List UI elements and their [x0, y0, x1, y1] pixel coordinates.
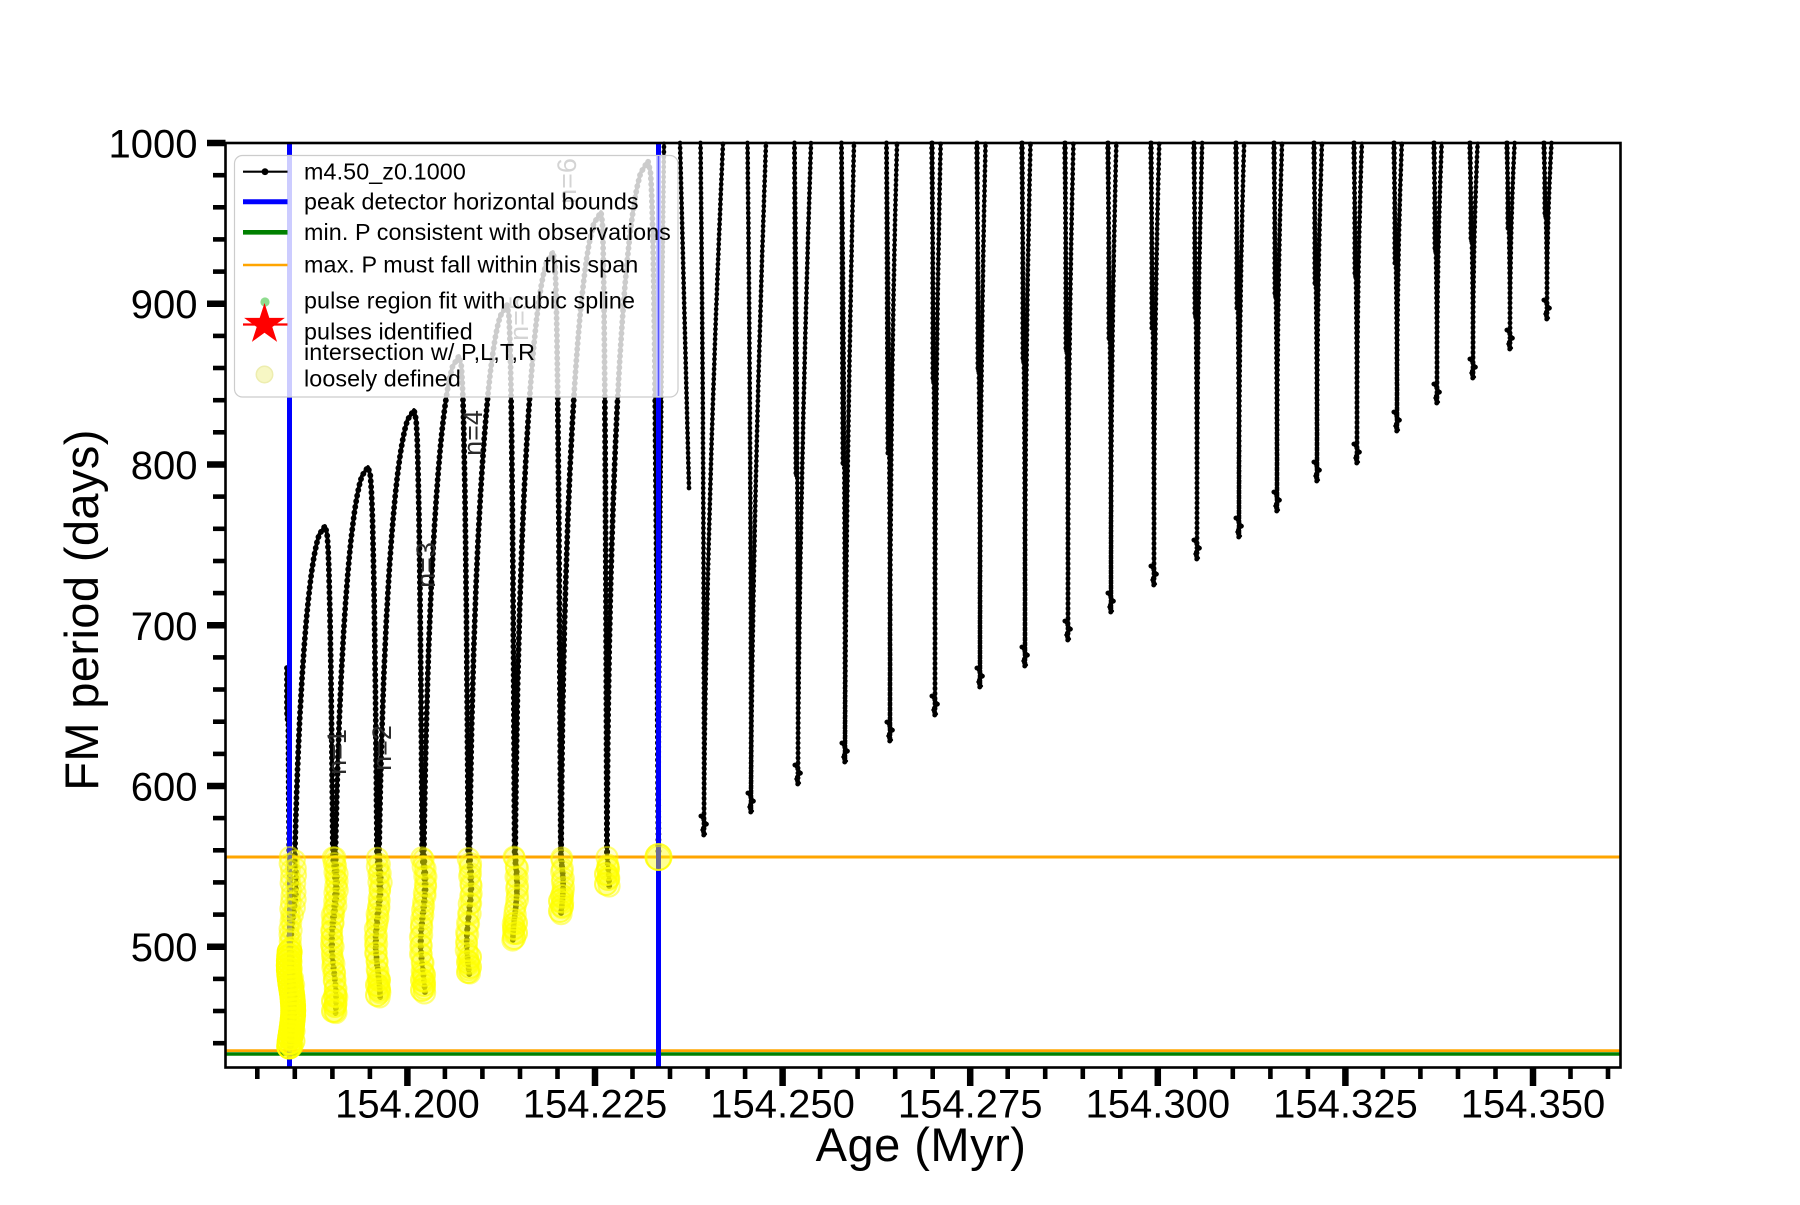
svg-text:n=2: n=2 — [367, 725, 397, 771]
svg-text:500: 500 — [131, 926, 198, 970]
svg-text:n=4: n=4 — [458, 410, 488, 456]
svg-text:154.325: 154.325 — [1273, 1083, 1418, 1127]
svg-text:m4.50_z0.1000: m4.50_z0.1000 — [304, 159, 466, 185]
svg-text:700: 700 — [131, 605, 198, 649]
svg-text:1000: 1000 — [109, 123, 198, 167]
svg-text:loosely defined: loosely defined — [304, 366, 461, 392]
svg-text:154.250: 154.250 — [710, 1083, 855, 1127]
svg-text:FM period (days): FM period (days) — [55, 429, 108, 791]
svg-text:pulse region fit with cubic sp: pulse region fit with cubic spline — [304, 288, 635, 314]
svg-text:n=1: n=1 — [322, 729, 352, 775]
svg-text:800: 800 — [131, 444, 198, 488]
svg-text:154.300: 154.300 — [1086, 1083, 1231, 1127]
svg-text:900: 900 — [131, 283, 198, 327]
svg-text:max. P must fall within this s: max. P must fall within this span — [304, 251, 638, 277]
svg-text:intersection w/ P,L,T,R: intersection w/ P,L,T,R — [304, 339, 535, 365]
svg-text:min. P consistent with observa: min. P consistent with observations — [304, 219, 671, 245]
svg-text:n=3: n=3 — [411, 542, 441, 588]
svg-text:pulses identified: pulses identified — [304, 319, 473, 345]
svg-text:154.225: 154.225 — [523, 1083, 668, 1127]
svg-text:154.275: 154.275 — [898, 1083, 1043, 1127]
svg-text:600: 600 — [131, 766, 198, 810]
svg-text:peak detector horizontal bound: peak detector horizontal bounds — [304, 188, 639, 214]
svg-text:154.200: 154.200 — [335, 1083, 480, 1127]
svg-text:154.350: 154.350 — [1461, 1083, 1606, 1127]
svg-text:Age (Myr): Age (Myr) — [816, 1118, 1027, 1171]
